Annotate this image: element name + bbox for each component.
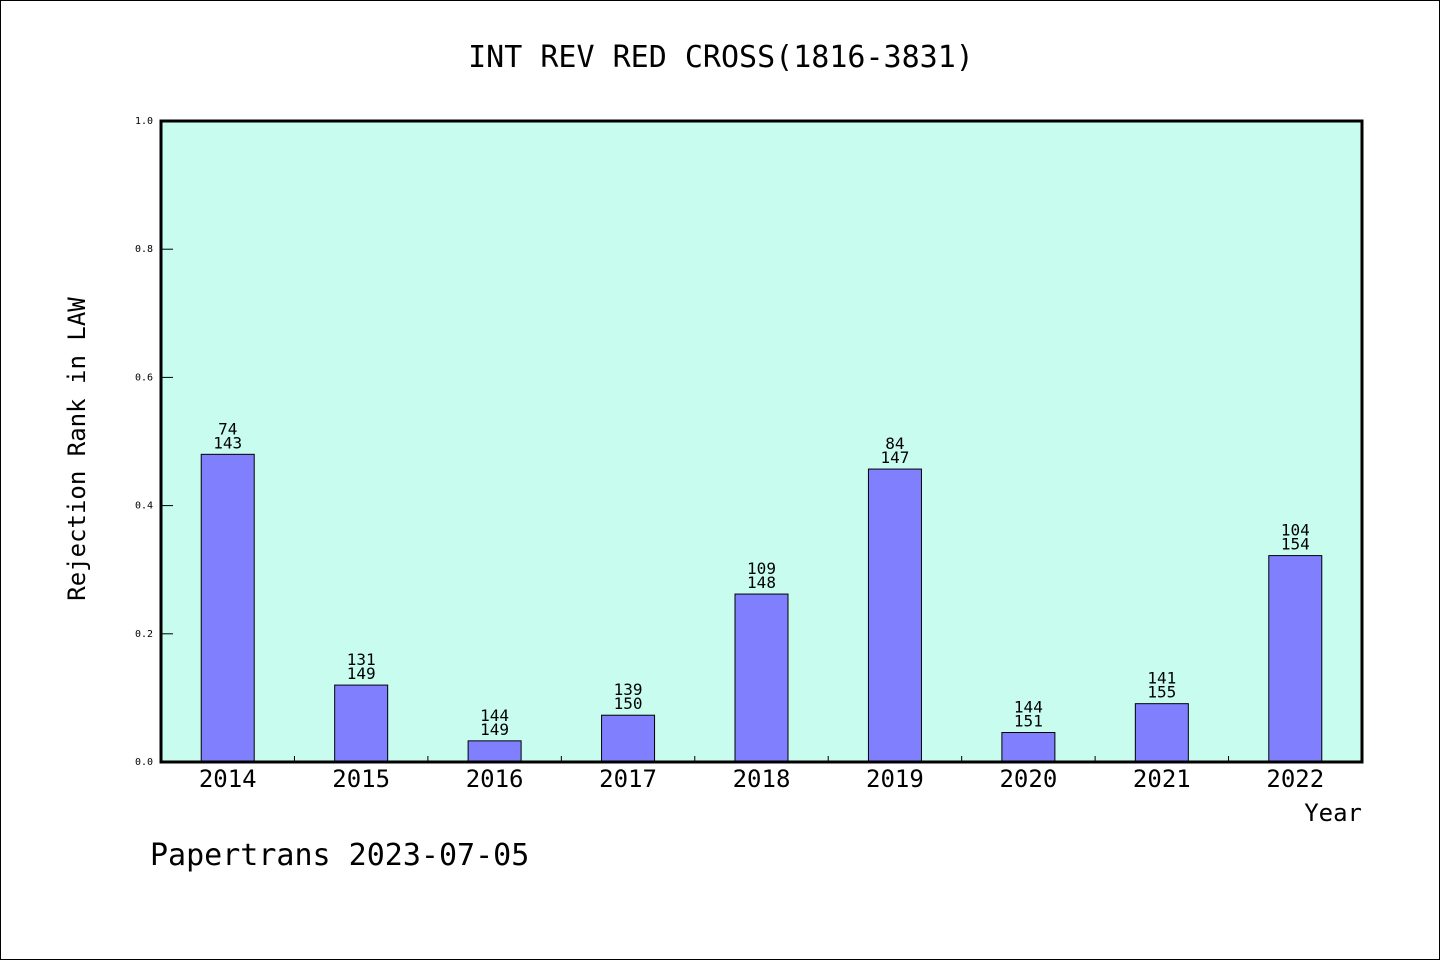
- x-tick-label: 2016: [466, 765, 524, 793]
- x-tick-label: 2021: [1133, 765, 1191, 793]
- bar-2020: [1001, 732, 1056, 763]
- x-tick-label: 2014: [199, 765, 257, 793]
- x-tick-label: 2022: [1266, 765, 1324, 793]
- bar-label-top: 131: [347, 650, 376, 669]
- y-tick-label: 0.0: [135, 757, 153, 768]
- y-tick-label: 0.8: [135, 244, 153, 255]
- bar-label-top: 141: [1147, 669, 1176, 688]
- bar-label-bottom: 143: [213, 433, 242, 452]
- bar-label-top: 84: [885, 434, 904, 453]
- bar-label-bottom: 150: [614, 694, 643, 713]
- bar-2015: [334, 684, 389, 763]
- y-tick-label: 0.4: [135, 501, 153, 512]
- y-tick-label: 0.6: [135, 372, 153, 383]
- bar-label-top: 74: [218, 419, 237, 438]
- bar-2019: [867, 468, 922, 763]
- x-tick-label: 2019: [866, 765, 924, 793]
- bar-2017: [601, 714, 656, 763]
- x-tick-label: 2020: [999, 765, 1057, 793]
- y-tick-label: 0.2: [135, 629, 153, 640]
- bar-label-top: 104: [1281, 521, 1310, 540]
- bar-2014: [200, 453, 255, 763]
- plot-frame: [159, 119, 1364, 764]
- x-axis: 2014 2015 2016 2017 2018 2019 2020 2021 2022: [199, 756, 1324, 793]
- bar-2016: [467, 740, 522, 763]
- bar-2021: [1134, 703, 1189, 763]
- bar-label-top: 109: [747, 559, 776, 578]
- bar-2018: [734, 593, 789, 763]
- bar-label-bottom: 149: [347, 664, 376, 683]
- x-axis-label: Year: [1304, 799, 1362, 827]
- x-tick-label: 2015: [332, 765, 390, 793]
- bar-label-top: 139: [614, 680, 643, 699]
- footer-text: Papertrans 2023-07-05: [150, 838, 529, 873]
- bar-label-bottom: 154: [1281, 535, 1310, 554]
- bar-label-bottom: 155: [1147, 683, 1176, 702]
- chart-title: INT REV RED CROSS(1816-3831): [468, 40, 974, 75]
- bar-label-top: 144: [1014, 698, 1043, 717]
- bar-label-bottom: 151: [1014, 712, 1043, 731]
- bar-label-bottom: 148: [747, 573, 776, 592]
- bar-label-top: 144: [480, 706, 509, 725]
- y-tick-label: 1.0: [135, 116, 153, 127]
- x-tick-label: 2017: [599, 765, 657, 793]
- y-axis-label: Rejection Rank in LAW: [63, 297, 91, 601]
- x-tick-label: 2018: [733, 765, 791, 793]
- bar-label-bottom: 147: [880, 448, 909, 467]
- bar-2022: [1268, 555, 1323, 763]
- bar-label-bottom: 149: [480, 720, 509, 739]
